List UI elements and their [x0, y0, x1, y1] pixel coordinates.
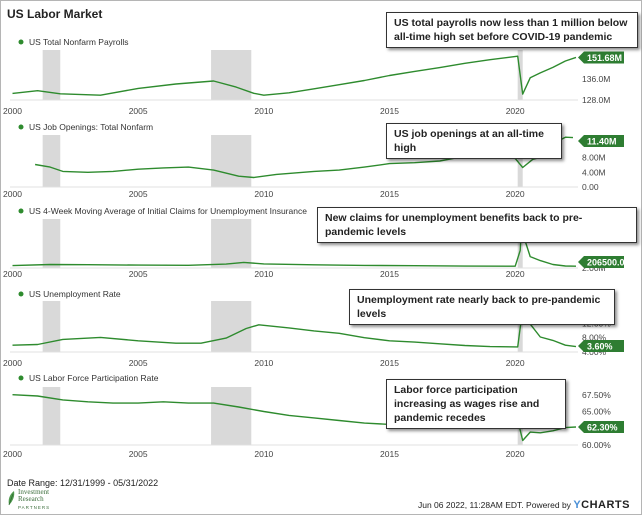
series-label: US Total Nonfarm Payrolls	[29, 37, 129, 47]
last-value-label: 11.40M	[587, 137, 617, 147]
y-tick-label: 8.00M	[582, 153, 606, 163]
leaf-icon	[8, 491, 15, 506]
y-tick-label: 0.00	[582, 182, 599, 192]
timestamp: Jun 06 2022, 11:28AM EDT.	[417, 500, 524, 510]
callout-unemployment: Unemployment rate nearly back to pre-pan…	[349, 289, 615, 325]
x-tick-label: 2005	[129, 358, 148, 368]
logo-text: Investment Research	[18, 488, 50, 503]
x-tick-label: 2010	[254, 449, 273, 459]
last-value-label: 206500.0	[587, 258, 625, 268]
x-tick-label: 2005	[129, 269, 148, 279]
last-value-badge	[578, 256, 624, 268]
legend-dot	[18, 375, 24, 381]
x-tick-label: 2010	[254, 106, 273, 116]
series-line	[12, 394, 577, 442]
series-line	[34, 136, 574, 179]
x-tick-label: 2000	[3, 106, 22, 116]
y-tick-label: 60.00%	[582, 440, 611, 450]
callout-job-openings: US job openings at an all-time high	[386, 123, 562, 159]
y-tick-label: 65.00%	[582, 407, 611, 417]
y-tick-label: 8.00%	[582, 333, 607, 343]
y-tick-label: 136.0M	[582, 74, 610, 84]
recession-band	[211, 387, 252, 445]
y-tick-label: 67.50%	[582, 390, 611, 400]
logo-subtext: PARTNERS	[18, 505, 51, 510]
x-tick-label: 2010	[254, 189, 273, 199]
ycharts-brand[interactable]: YCHARTS	[573, 499, 630, 511]
x-tick-label: 2020	[506, 106, 525, 116]
legend-dot	[18, 291, 24, 297]
recession-band	[42, 301, 61, 352]
recession-band	[211, 135, 252, 187]
recession-band	[42, 219, 61, 268]
series-label: US Job Openings: Total Nonfarm	[29, 122, 153, 132]
y-tick-label: 128.0M	[582, 95, 610, 105]
x-tick-label: 2005	[129, 189, 148, 199]
recession-band	[211, 301, 252, 352]
recession-band	[42, 50, 61, 100]
x-tick-label: 2020	[506, 449, 525, 459]
date-range: Date Range: 12/31/1999 - 05/31/2022	[7, 478, 159, 488]
x-tick-label: 2020	[506, 269, 525, 279]
last-value-badge	[578, 135, 624, 147]
callout-payrolls: US total payrolls now less than 1 millio…	[386, 12, 638, 48]
legend-dot	[18, 124, 24, 130]
x-tick-label: 2015	[380, 106, 399, 116]
callout-participation: Labor force participation increasing as …	[386, 379, 566, 429]
recession-band	[211, 50, 252, 100]
series-label: US Unemployment Rate	[29, 289, 121, 299]
last-value-label: 62.30%	[587, 422, 618, 432]
x-tick-label: 2000	[3, 449, 22, 459]
legend-dot	[18, 208, 24, 214]
y-tick-label: 4.00M	[582, 167, 606, 177]
last-value-label: 151.68M	[587, 53, 622, 63]
powered-by: Powered by	[526, 500, 571, 510]
x-tick-label: 2005	[129, 449, 148, 459]
x-tick-label: 2005	[129, 106, 148, 116]
x-tick-label: 2015	[380, 358, 399, 368]
x-tick-label: 2000	[3, 269, 22, 279]
x-tick-label: 2015	[380, 269, 399, 279]
x-tick-label: 2000	[3, 358, 22, 368]
recession-band	[517, 135, 523, 187]
x-tick-label: 2010	[254, 269, 273, 279]
recession-band	[211, 219, 252, 268]
last-value-badge	[578, 340, 624, 352]
x-tick-label: 2015	[380, 189, 399, 199]
investment-research-partners-logo: Investment Research PARTNERS	[7, 489, 77, 511]
recession-band	[42, 387, 61, 445]
series-line	[12, 55, 577, 96]
last-value-badge	[578, 51, 624, 64]
page-title: US Labor Market	[7, 7, 103, 21]
recession-band	[42, 135, 61, 187]
x-tick-label: 2020	[506, 358, 525, 368]
x-tick-label: 2000	[3, 189, 22, 199]
series-label: US Labor Force Participation Rate	[29, 373, 159, 383]
x-tick-label: 2010	[254, 358, 273, 368]
footer-attribution: Jun 06 2022, 11:28AM EDT. Powered by YCH…	[418, 499, 630, 511]
x-tick-label: 2020	[506, 189, 525, 199]
series-line	[12, 220, 577, 267]
last-value-badge	[578, 420, 624, 433]
legend-dot	[18, 39, 24, 45]
callout-initial-claims: New claims for unemployment benefits bac…	[317, 207, 637, 243]
last-value-label: 3.60%	[587, 342, 613, 352]
x-tick-label: 2015	[380, 449, 399, 459]
series-label: US 4-Week Moving Average of Initial Clai…	[29, 206, 307, 216]
